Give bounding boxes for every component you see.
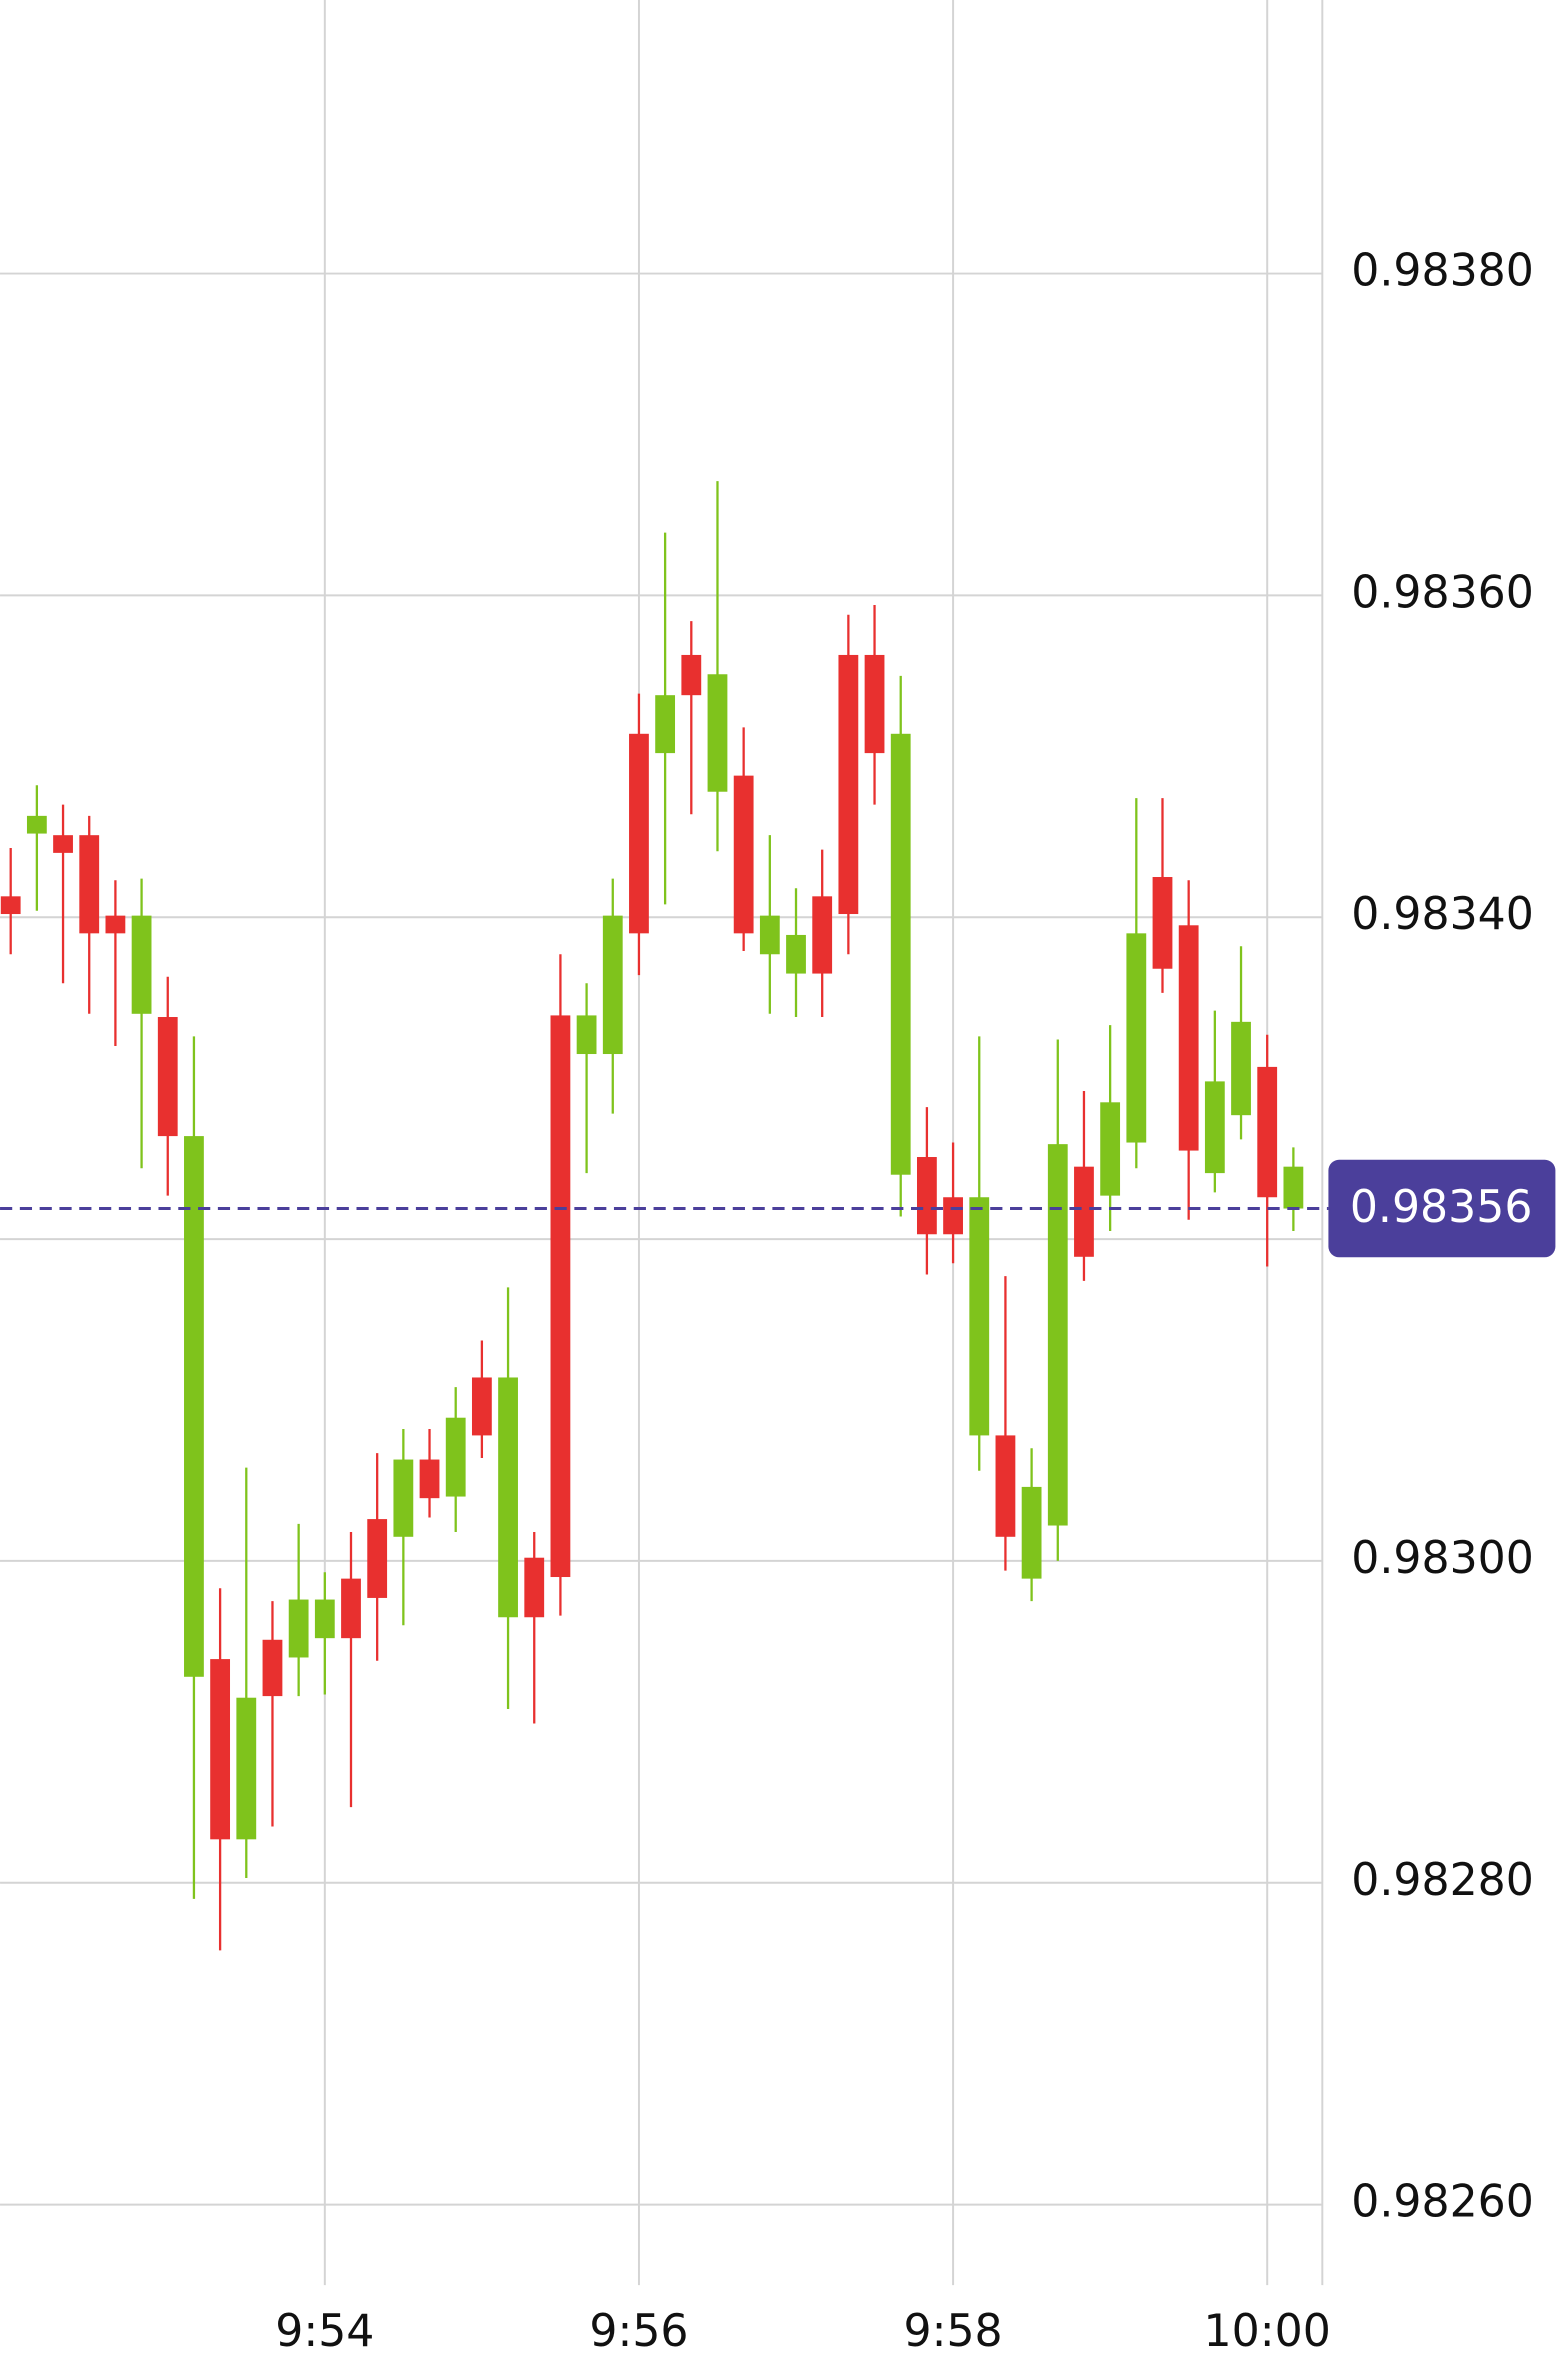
candle-body [1074, 1166, 1094, 1257]
candle-body [445, 1417, 466, 1497]
candle-body [498, 1377, 518, 1618]
candle-body [1257, 1066, 1278, 1198]
candle-body [1152, 877, 1173, 969]
candle-body [576, 1015, 597, 1055]
candle-body [550, 1015, 571, 1578]
candle-body [79, 835, 100, 934]
candle-body [969, 1197, 990, 1436]
candle-body [314, 1599, 335, 1639]
candle-body [184, 1136, 204, 1677]
y-tick-label: 0.98260 [1351, 2177, 1534, 2228]
candle-body [236, 1697, 257, 1840]
candle-body [1231, 1021, 1251, 1116]
candle-body [105, 915, 126, 934]
x-tick-label: 10:00 [1204, 2306, 1331, 2357]
candle-body [471, 1377, 492, 1436]
candle-body [786, 934, 806, 974]
candle-body [1178, 925, 1199, 1151]
x-tick-label: 9:58 [903, 2306, 1002, 2357]
y-tick-label: 0.98300 [1351, 1533, 1534, 1584]
x-tick-label: 9:54 [275, 2306, 374, 2357]
candle-body [1047, 1144, 1068, 1526]
candle-body [367, 1519, 388, 1598]
candle-body [1126, 933, 1147, 1143]
candle-body [157, 1017, 178, 1137]
candle-body [655, 695, 676, 754]
candle-body [393, 1459, 414, 1537]
candle-body [838, 654, 859, 915]
candle-body [210, 1659, 231, 1840]
candle-body [602, 915, 623, 1055]
candle-body [131, 915, 152, 1014]
candle-body [53, 835, 73, 853]
price-tag [1328, 1159, 1556, 1258]
candle-body [524, 1557, 545, 1618]
candle-body [812, 896, 833, 974]
y-tick-label: 0.98340 [1351, 889, 1534, 940]
candle-body [890, 733, 911, 1175]
candle-body [26, 815, 47, 834]
candle-body [864, 654, 885, 754]
y-tick-label: 0.98360 [1351, 567, 1534, 618]
candle-body [288, 1599, 309, 1658]
candle-body [0, 896, 21, 915]
y-tick-label: 0.98380 [1351, 246, 1534, 297]
candle-body [681, 654, 702, 696]
candle-body [995, 1435, 1016, 1537]
candle-body [733, 775, 754, 934]
candle-body [759, 915, 780, 955]
candle-body [419, 1459, 440, 1499]
candle-body [707, 674, 728, 792]
x-tick-label: 9:56 [589, 2306, 688, 2357]
candle-body [1021, 1486, 1042, 1579]
y-tick-label: 0.98280 [1351, 1855, 1534, 1906]
candle-body [1204, 1081, 1225, 1174]
candle-body [262, 1639, 283, 1697]
candle-body [629, 733, 649, 934]
candle-body [1283, 1166, 1304, 1209]
candle-body [943, 1197, 963, 1235]
candle-body [916, 1157, 937, 1235]
candle-body [1100, 1102, 1121, 1196]
price-tag-label: 0.98356 [1350, 1182, 1533, 1233]
candle-body [341, 1578, 361, 1639]
